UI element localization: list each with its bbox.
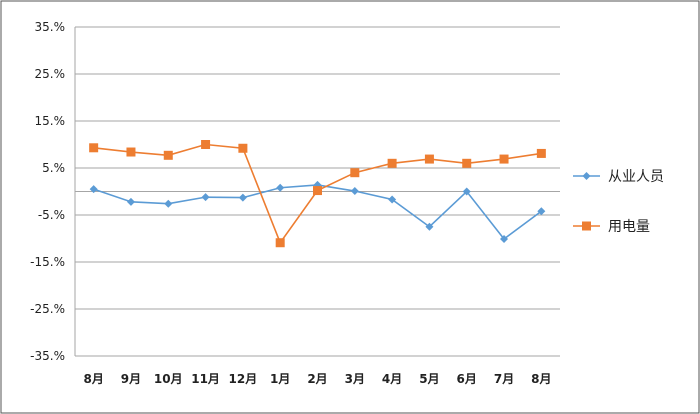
x-tick-label: 4月 xyxy=(382,372,402,386)
x-axis-ticks: 8月 9月 10月 11月 12月 1月 2月 3月 4月 5月 6月 7月 8月 xyxy=(83,372,551,386)
data-point xyxy=(500,234,509,243)
data-point xyxy=(201,193,210,202)
data-point xyxy=(89,185,98,194)
series-2 xyxy=(89,140,546,248)
data-point xyxy=(388,195,397,204)
legend-marker xyxy=(582,172,591,180)
data-point xyxy=(276,183,285,192)
x-tick-label: 1月 xyxy=(270,372,290,386)
data-point xyxy=(499,154,509,164)
legend-marker xyxy=(582,221,591,231)
x-tick-label: 6月 xyxy=(457,372,477,386)
y-tick-label: -25.% xyxy=(30,302,65,316)
data-point xyxy=(89,143,99,153)
data-point xyxy=(238,143,248,153)
data-point xyxy=(387,158,397,168)
y-tick-label: 25.% xyxy=(35,67,66,81)
data-point xyxy=(201,140,211,149)
data-point xyxy=(462,158,472,168)
y-axis-ticks: 35.% 25.% 15.% 5.% -5.% -15.% -25.% -35.% xyxy=(30,20,65,363)
x-tick-label: 11月 xyxy=(191,372,220,386)
data-point xyxy=(350,168,360,178)
y-tick-label: 35.% xyxy=(35,20,66,34)
data-point xyxy=(238,193,247,202)
series-1 xyxy=(89,180,546,243)
data-point xyxy=(163,150,173,160)
y-tick-label: -5.% xyxy=(38,208,65,222)
data-point xyxy=(164,199,173,208)
y-tick-label: 5.% xyxy=(42,161,65,175)
x-tick-label: 3月 xyxy=(345,372,365,386)
x-tick-label: 10月 xyxy=(154,372,183,386)
legend-item: 用电量 xyxy=(573,219,650,235)
data-point xyxy=(536,148,546,158)
data-point xyxy=(126,197,135,206)
legend-label: 从业人员 xyxy=(608,169,664,185)
data-point xyxy=(313,186,322,196)
data-point xyxy=(462,187,471,196)
y-tick-label: 15.% xyxy=(35,114,66,128)
legend-item: 从业人员 xyxy=(573,169,664,185)
series-lines xyxy=(89,140,546,248)
x-tick-label: 5月 xyxy=(419,372,439,386)
x-tick-label: 9月 xyxy=(121,372,141,386)
data-point xyxy=(126,147,136,157)
legend-label: 用电量 xyxy=(608,219,650,235)
x-tick-label: 8月 xyxy=(83,372,103,386)
data-point xyxy=(350,187,359,196)
x-tick-label: 12月 xyxy=(229,372,258,386)
data-point xyxy=(425,222,434,231)
data-point xyxy=(424,154,434,164)
y-tick-label: -15.% xyxy=(30,255,65,269)
y-tick-label: -35.% xyxy=(30,349,65,363)
x-tick-label: 7月 xyxy=(494,372,514,386)
x-tick-label: 8月 xyxy=(531,372,551,386)
data-point xyxy=(537,207,546,216)
x-tick-label: 2月 xyxy=(307,372,327,386)
data-point xyxy=(275,238,285,248)
